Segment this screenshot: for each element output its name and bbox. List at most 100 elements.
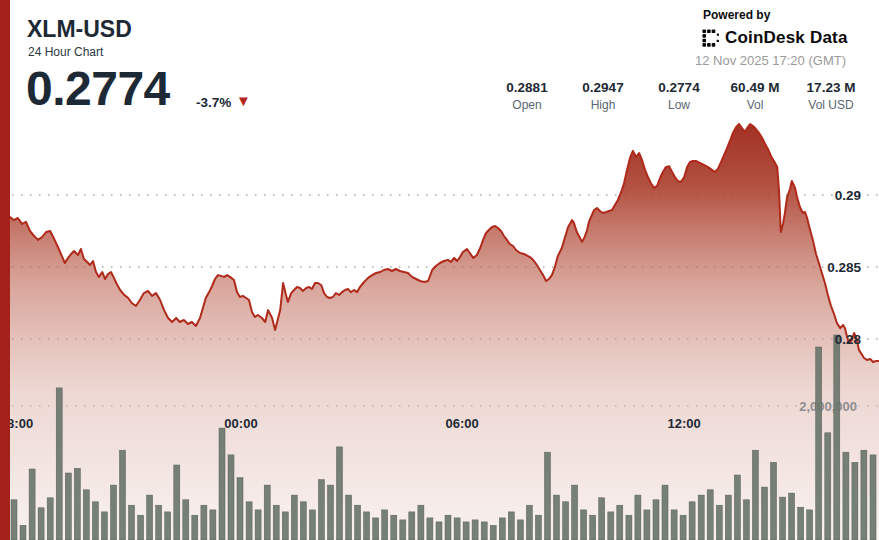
stat-low-value: 0.2774 [641, 80, 717, 95]
volume-bar [38, 508, 44, 540]
volume-bar [508, 512, 514, 540]
volume-bar [65, 473, 71, 540]
volume-bar [554, 495, 560, 540]
stat-open-value: 0.2881 [489, 80, 565, 95]
coindesk-logo: CoinDesk Data [702, 28, 848, 48]
volume-bar [174, 465, 180, 540]
volume-bar [56, 388, 62, 540]
volume-bar [337, 447, 343, 540]
volume-bar [816, 347, 822, 540]
symbol-title: XLM-USD [27, 16, 132, 43]
price-axis-label: 0.28 [835, 332, 862, 347]
volume-bar [752, 450, 758, 540]
volume-bar [192, 515, 198, 540]
volume-bar [789, 493, 795, 540]
volume-bar [780, 497, 786, 540]
coindesk-logo-icon [702, 29, 720, 47]
volume-bar [581, 510, 587, 540]
volume-bar [328, 485, 334, 540]
volume-bar [590, 515, 596, 540]
volume-axis-label: 2,000,000 [799, 399, 857, 414]
volume-bar [138, 515, 144, 540]
volume-bar [626, 515, 632, 540]
volume-bar [852, 462, 858, 540]
volume-bar [291, 495, 297, 540]
volume-bar [698, 495, 704, 540]
time-axis-label: 12:00 [668, 416, 701, 431]
stat-low-label: Low [641, 98, 717, 112]
volume-bar [83, 490, 89, 540]
volume-bar [264, 485, 270, 540]
volume-bar [707, 490, 713, 540]
volume-bar [689, 502, 695, 540]
volume-bar [255, 510, 261, 540]
coindesk-logo-text: CoinDesk Data [725, 28, 848, 48]
volume-bar [635, 495, 641, 540]
volume-bar [526, 505, 532, 540]
volume-bar [318, 480, 324, 540]
volume-bar [463, 522, 469, 540]
price-change-percent: -3.7% [196, 95, 231, 110]
stat-high-value: 0.2947 [565, 80, 641, 95]
volume-bar [201, 505, 207, 540]
stat-vol-usd-value: 17.23 M [793, 80, 869, 95]
volume-bar [807, 510, 813, 540]
price-area-fill [0, 124, 879, 540]
price-axis-label: 0.29 [835, 188, 861, 203]
volume-bar [563, 502, 569, 540]
volume-bar [671, 510, 677, 540]
stats-row: 0.2881 Open 0.2947 High 0.2774 Low 60.49… [489, 80, 869, 112]
stat-high-label: High [565, 98, 641, 112]
volume-bar [120, 450, 126, 540]
timestamp: 12 Nov 2025 17:20 (GMT) [695, 53, 846, 68]
stat-vol-usd: 17.23 M Vol USD [793, 80, 869, 112]
volume-bar [472, 520, 478, 540]
price-area-series [0, 124, 879, 540]
volume-bar [445, 515, 451, 540]
volume-bar [490, 525, 496, 540]
time-axis-label: 00:00 [224, 416, 257, 431]
volume-bar [617, 505, 623, 540]
volume-bar [725, 495, 731, 540]
volume-bar [517, 520, 523, 540]
price-axis-label: 0.285 [827, 260, 861, 275]
volume-bar [183, 500, 189, 540]
powered-by-label: Powered by [703, 8, 770, 22]
volume-bar [680, 515, 686, 540]
volume-bar [309, 510, 315, 540]
volume-bar [11, 500, 17, 540]
volume-bar [273, 505, 279, 540]
volume-bar [436, 522, 442, 540]
volume-bar [798, 507, 804, 540]
volume-bar [156, 505, 162, 540]
volume-bar [29, 469, 35, 540]
volume-bar [391, 515, 397, 540]
stat-low: 0.2774 Low [641, 80, 717, 112]
volume-bar [237, 478, 243, 540]
volume-bar [373, 518, 379, 540]
volume-bar [825, 433, 831, 540]
volume-bar [843, 452, 849, 540]
volume-bar [454, 518, 460, 540]
volume-bar [210, 510, 216, 540]
volume-bar [743, 500, 749, 540]
stat-vol-value: 60.49 M [717, 80, 793, 95]
volume-bar [535, 515, 541, 540]
volume-bar [427, 518, 433, 540]
volume-bar [346, 495, 352, 540]
volume-bar [147, 495, 153, 540]
volume-axis-label-group: 2,000,000 [799, 399, 857, 414]
volume-bar [20, 525, 26, 540]
volume-bar [653, 500, 659, 540]
volume-bar [762, 487, 768, 540]
volume-bar [599, 498, 605, 540]
stat-vol: 60.49 M Vol [717, 80, 793, 112]
volume-bar [499, 518, 505, 540]
volume-bar [300, 502, 306, 540]
volume-bar [734, 475, 740, 540]
current-price: 0.2774 [26, 61, 170, 116]
volume-bar [355, 505, 361, 540]
volume-bar [771, 462, 777, 540]
volume-bar [861, 450, 867, 540]
stat-vol-label: Vol [717, 98, 793, 112]
